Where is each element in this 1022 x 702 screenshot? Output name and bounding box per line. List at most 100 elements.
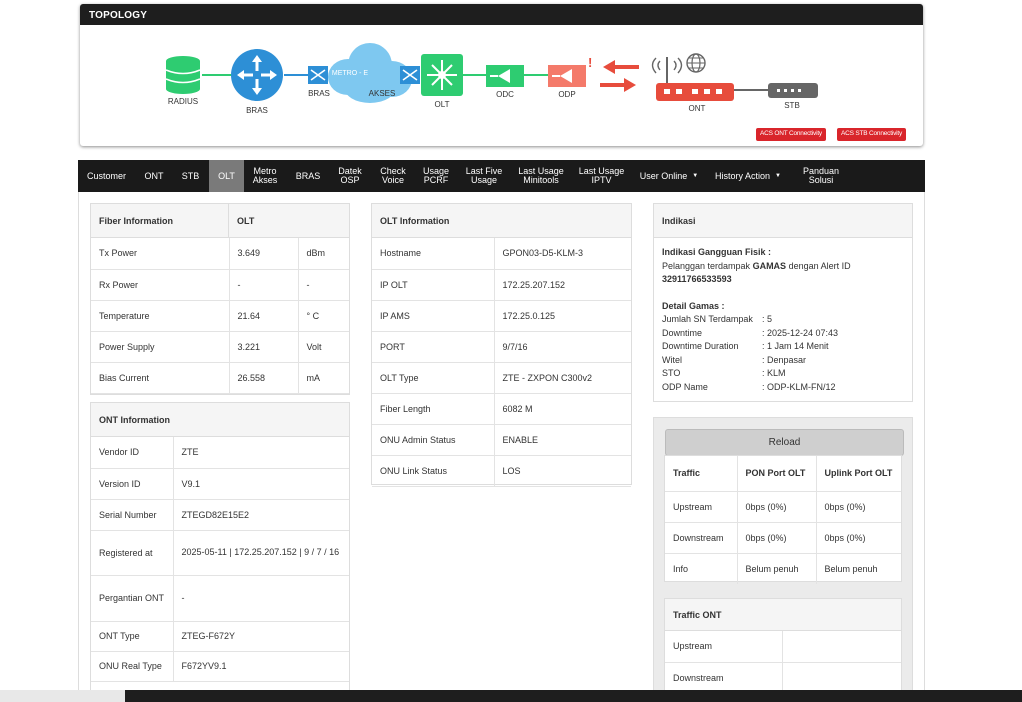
alert-mark: ! [588,55,592,70]
tab-metro-akses[interactable]: Metro Akses [252,166,278,185]
table-row: Version ID V9.1 [91,468,349,500]
wifi-antenna-icon [651,57,683,83]
tab-panduan-solusi[interactable]: Panduan Solusi [802,166,840,185]
table-row: OLT Type ZTE - ZXPON C300v2 [372,362,631,394]
switch-icon [400,66,420,84]
acs-stb-connectivity-button[interactable]: ACS STB Connectivity [837,128,907,141]
ont-device-icon [656,83,734,101]
indikasi-line: Pelanggan terdampak GAMAS dengan Alert I… [662,260,851,271]
topology-label-stb: STB [784,101,800,110]
table-row: ONU Link Status LOS [372,455,631,487]
tab-last-five-usage[interactable]: Last Five Usage [465,166,503,185]
table-row: PORT 9/7/16 [372,331,631,363]
reload-button[interactable]: Reload [665,429,904,456]
table-row: IP AMS 172.25.0.125 [372,300,631,332]
topology-label-odp: ODP [558,90,576,99]
card-title: Fiber Information [91,203,229,238]
odc-icon [486,65,524,87]
detail-row: Witel: Denpasar [662,354,807,365]
card-title: OLT Information [372,204,631,238]
table-row: Downstream [665,662,901,691]
tab-last-usage-minitools[interactable]: Last Usage Minitools [518,166,564,185]
table-row: Pergantian ONT - [91,575,349,622]
alert-id: 32911766533593 [662,274,732,284]
table-row: Registered at 2025-05-11 | 172.25.207.152… [91,530,349,576]
detail-row: STO: KLM [662,368,786,378]
tab-olt[interactable]: OLT [209,160,244,192]
tab-datek-osp[interactable]: Datek OSP [338,166,362,185]
table-row: Downstream 0bps (0%) 0bps (0%) [665,522,901,554]
olt-information-card: OLT Information Hostname GPON03-D5-KLM-3 … [371,203,632,487]
topology-label-bras-switch: BRAS [308,89,330,98]
topology-label-olt: OLT [434,100,450,109]
tab-bras[interactable]: BRAS [295,170,321,181]
fiber-table: Tx Power 3.649 dBm Rx Power - - Temperature 2… [91,238,349,394]
table-row: Upstream 0bps (0%) 0bps (0%) [665,491,901,523]
tab-customer[interactable]: Customer [86,170,126,181]
traffic-table: Traffic PON Port OLT Uplink Port OLT Upstr… [665,456,901,584]
indikasi-body: Indikasi Gangguan Fisik : Pelanggan terd… [654,238,912,402]
table-row: Power Supply 3.221 Volt [91,331,349,363]
topology-label-odc: ODC [496,90,514,99]
tab-check-voice[interactable]: Check Voice [380,166,406,185]
topology-panel: TOPOLOGY [80,4,923,146]
table-row: Hostname GPON03-D5-KLM-3 [372,238,631,270]
traffic-card: Traffic PON Port OLT Uplink Port OLT Upstr… [664,455,902,584]
detail-row: Downtime Duration: 1 Jam 14 Menit [662,341,829,351]
table-row: ONU Real Type F672YV9.1 [91,651,349,682]
tab-bar: Customer ONT STB OLT Metro Akses BRAS Dat… [78,160,925,192]
detail-row: ODP Name: ODP-KLM-FN/12 [662,381,836,392]
card-title: Indikasi [654,204,912,238]
traffic-ont-table: Upstream Downstream [665,631,901,691]
taskbar-search-area[interactable] [0,690,125,702]
table-row: Bias Current 26.558 mA [91,362,349,394]
router-icon [231,49,283,101]
topology-label-metro: METRO - E [331,70,369,77]
fiber-information-card: Fiber Information OLT Tx Power 3.649 dBm R… [90,203,350,395]
table-row: Tx Power 3.649 dBm [91,238,349,270]
tab-usage-pcrf[interactable]: Usage PCRF [422,166,449,185]
database-icon [165,56,201,94]
chevron-down-icon: ▼ [775,172,781,179]
globe-icon [686,53,706,73]
olt-hub-icon [421,54,463,96]
os-taskbar [0,690,1022,702]
chevron-down-icon: ▼ [692,172,699,179]
bidirectional-arrows-icon [600,60,639,92]
topology-label-radius: RADIUS [167,97,199,106]
tab-user-online[interactable]: User Online ▼ [639,170,699,181]
indikasi-card: Indikasi Indikasi Gangguan Fisik : Pelan… [653,203,913,402]
ont-information-card: ONT Information Vendor ID ZTE Version ID V… [90,402,350,692]
topology-title: TOPOLOGY [80,4,923,25]
table-row: Rx Power - - [91,269,349,301]
card-title: ONT Information [91,403,349,437]
table-row: Fiber Length 6082 M [372,393,631,425]
card-title-olt: OLT [237,215,255,226]
traffic-ont-card: Traffic ONT Upstream Downstream [664,598,902,692]
card-title: Traffic ONT [665,599,901,631]
table-row: IP OLT 172.25.207.152 [372,269,631,301]
topology-label-ont: ONT [688,104,706,113]
detail-gamas-title: Detail Gamas : [662,300,725,311]
indikasi-title: Indikasi Gangguan Fisik : [662,247,772,257]
table-row: Vendor ID ZTE [91,437,349,469]
olt-table: Hostname GPON03-D5-KLM-3 IP OLT 172.25.207… [372,238,631,487]
detail-row: Jumlah SN Terdampak: 5 [662,314,773,324]
table-row: ONT Type ZTEG-F672Y [91,621,349,652]
detail-row: Downtime: 2025-12-24 07:43 [662,327,839,338]
ont-table: Vendor ID ZTE Version ID V9.1 Serial Numbe… [91,437,349,682]
table-row: Serial Number ZTEGD82E15E2 [91,499,349,531]
odp-icon [548,65,586,87]
switch-icon [308,66,328,84]
tab-last-usage-iptv[interactable]: Last Usage IPTV [578,166,625,185]
acs-ont-connectivity-button[interactable]: ACS ONT Connectivity [756,128,826,141]
topology-diagram: ! [165,43,818,103]
tab-stb[interactable]: STB [181,170,200,181]
table-row: ONU Admin Status ENABLE [372,424,631,456]
tab-ont[interactable]: ONT [144,170,164,181]
tab-history-action[interactable]: History Action ▼ [715,170,781,181]
topology-label-akses: AKSES [368,89,396,98]
topology-label-bras: BRAS [246,106,268,115]
table-row: Temperature 21.64 ° C [91,300,349,332]
table-row: Upstream [665,631,901,663]
